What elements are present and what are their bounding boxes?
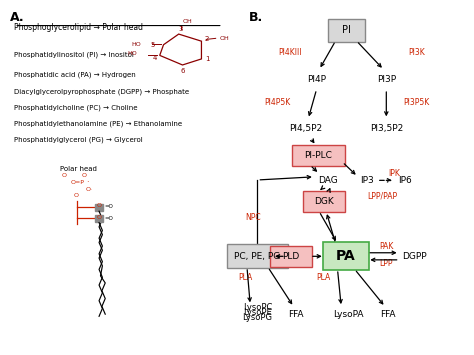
Text: 3: 3 <box>179 27 183 32</box>
FancyBboxPatch shape <box>227 244 288 268</box>
Text: LysoPE: LysoPE <box>243 308 272 317</box>
Text: =O: =O <box>105 216 114 221</box>
Text: FFA: FFA <box>380 310 395 319</box>
Text: B.: B. <box>249 11 263 24</box>
Text: Phosphoglycerolipid → Polar head: Phosphoglycerolipid → Polar head <box>14 23 143 32</box>
Text: OH: OH <box>182 19 192 24</box>
Text: PI4KIII: PI4KIII <box>278 48 301 57</box>
Text: PI3,5P2: PI3,5P2 <box>370 124 403 133</box>
FancyBboxPatch shape <box>328 18 365 42</box>
FancyBboxPatch shape <box>270 246 312 267</box>
Polygon shape <box>95 215 103 222</box>
Text: PI4,5P2: PI4,5P2 <box>289 124 322 133</box>
Text: Phosphatidylinositol (PI) → Inositol: Phosphatidylinositol (PI) → Inositol <box>14 51 134 58</box>
Text: LPP: LPP <box>379 259 392 268</box>
Text: O: O <box>73 193 78 198</box>
Text: Phosphatidic acid (PA) → Hydrogen: Phosphatidic acid (PA) → Hydrogen <box>14 71 136 77</box>
Text: LysoPC: LysoPC <box>243 302 272 312</box>
Text: PAK: PAK <box>379 242 393 251</box>
Text: PA: PA <box>336 249 356 263</box>
Text: A.: A. <box>9 11 24 24</box>
Text: OH: OH <box>219 36 229 41</box>
FancyBboxPatch shape <box>292 145 345 166</box>
Text: O: O <box>62 173 66 178</box>
Text: FFA: FFA <box>289 310 304 319</box>
Text: 2: 2 <box>205 37 210 42</box>
Text: PI: PI <box>342 25 350 35</box>
Text: PI4P: PI4P <box>307 75 326 84</box>
Text: IP3: IP3 <box>360 176 374 185</box>
Text: O=P: O=P <box>71 180 85 185</box>
Text: Phosphatidylethanolamine (PE) → Ethanolamine: Phosphatidylethanolamine (PE) → Ethanola… <box>14 121 182 127</box>
Text: ·: · <box>86 178 89 187</box>
FancyBboxPatch shape <box>303 191 345 212</box>
Text: 1: 1 <box>205 56 210 62</box>
Text: IPK: IPK <box>389 169 401 178</box>
Text: Diacylglycerolpyrophosphate (DGPP) → Phosphate: Diacylglycerolpyrophosphate (DGPP) → Pho… <box>14 89 189 95</box>
Text: O: O <box>82 173 86 178</box>
Text: LPP/PAP: LPP/PAP <box>367 191 398 201</box>
Text: 6: 6 <box>180 69 185 74</box>
Text: PLA: PLA <box>317 273 331 282</box>
Text: HO: HO <box>131 42 141 47</box>
Text: PLA: PLA <box>238 273 252 282</box>
Text: Phosphatidylglycerol (PG) → Glycerol: Phosphatidylglycerol (PG) → Glycerol <box>14 137 143 143</box>
Text: LysoPG: LysoPG <box>242 313 273 322</box>
Text: PI-PLC: PI-PLC <box>305 151 332 160</box>
Text: LysoPA: LysoPA <box>333 310 364 319</box>
Text: 4: 4 <box>153 55 157 61</box>
Text: PLD: PLD <box>283 252 300 261</box>
Text: PI3P5K: PI3P5K <box>403 98 429 108</box>
Text: Polar head: Polar head <box>60 166 97 171</box>
Text: Phosphatidylcholine (PC) → Choline: Phosphatidylcholine (PC) → Choline <box>14 105 138 111</box>
Text: 5: 5 <box>151 42 155 48</box>
Text: PI3K: PI3K <box>409 48 425 57</box>
Text: =O: =O <box>105 204 114 209</box>
Text: NPC: NPC <box>245 213 261 222</box>
Text: HO: HO <box>127 51 137 56</box>
Text: PI3P: PI3P <box>377 75 396 84</box>
Text: IP6: IP6 <box>398 176 412 185</box>
FancyBboxPatch shape <box>323 242 369 270</box>
Text: DGPP: DGPP <box>402 252 427 261</box>
Text: PC, PE, PG: PC, PE, PG <box>234 252 281 261</box>
Text: DAG: DAG <box>318 176 338 185</box>
Text: PI4P5K: PI4P5K <box>264 98 290 108</box>
Text: O·: O· <box>85 187 92 192</box>
Text: O: O <box>96 203 101 208</box>
Text: O: O <box>96 215 101 220</box>
Polygon shape <box>95 204 103 211</box>
Text: DGK: DGK <box>314 197 334 206</box>
